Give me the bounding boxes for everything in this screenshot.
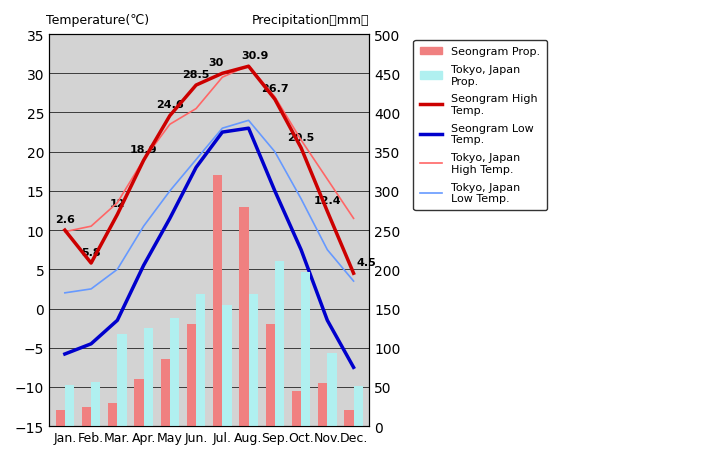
Bar	[354, 386, 363, 426]
Bar	[318, 383, 328, 426]
Text: 18.9: 18.9	[130, 145, 158, 155]
Bar	[108, 403, 117, 426]
Bar	[55, 410, 65, 426]
Text: Temperature(℃): Temperature(℃)	[46, 14, 149, 27]
Bar	[143, 328, 153, 426]
Text: Precipitation（mm）: Precipitation（mm）	[252, 14, 369, 27]
Bar	[239, 207, 248, 426]
Bar	[135, 379, 143, 426]
Text: 20.5: 20.5	[287, 132, 315, 142]
Bar	[170, 318, 179, 426]
Bar	[248, 295, 258, 426]
Bar	[301, 272, 310, 426]
Bar	[82, 407, 91, 426]
Text: 2.6: 2.6	[55, 214, 75, 224]
Bar	[187, 325, 196, 426]
Bar	[275, 262, 284, 426]
Text: 30.9: 30.9	[241, 51, 269, 61]
Bar	[117, 335, 127, 426]
Text: 4.5: 4.5	[357, 257, 377, 268]
Text: 26.7: 26.7	[261, 84, 289, 94]
Bar	[65, 386, 74, 426]
Bar	[266, 325, 275, 426]
Text: 5.8: 5.8	[81, 247, 101, 257]
Bar	[213, 176, 222, 426]
Bar	[91, 382, 100, 426]
Text: 12.4: 12.4	[313, 196, 341, 206]
Bar	[196, 295, 205, 426]
Bar	[292, 391, 301, 426]
Text: 24.6: 24.6	[156, 100, 184, 110]
Bar	[161, 360, 170, 426]
Bar	[222, 306, 232, 426]
Text: 30: 30	[208, 58, 223, 68]
Text: 28.5: 28.5	[182, 70, 210, 79]
Bar	[344, 410, 354, 426]
Text: 12: 12	[109, 199, 125, 209]
Legend: Seongram Prop., Tokyo, Japan
Prop., Seongram High
Temp., Seongram Low
Temp., Tok: Seongram Prop., Tokyo, Japan Prop., Seon…	[413, 40, 547, 210]
Bar	[328, 353, 336, 426]
